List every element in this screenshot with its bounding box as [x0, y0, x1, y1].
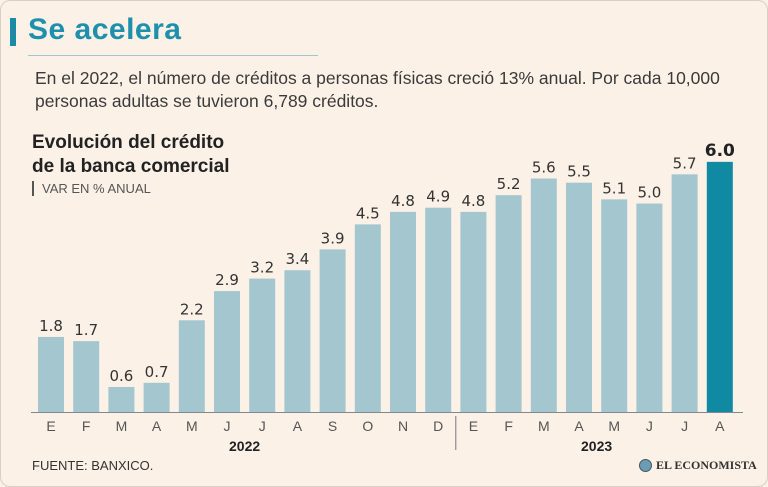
- chart-title-line-2: de la banca comercial: [32, 156, 230, 177]
- month-label-18: J: [681, 418, 688, 434]
- headline: Se acelera: [28, 13, 182, 46]
- bar-1: [73, 341, 100, 412]
- source-note: FUENTE: BANXICO.: [32, 458, 154, 473]
- bar-18: [671, 174, 698, 412]
- value-label-11: 4.9: [426, 188, 450, 206]
- value-label-14: 5.6: [532, 159, 556, 177]
- bar-14: [530, 178, 557, 412]
- month-label-7: A: [293, 418, 303, 434]
- bar-16: [601, 199, 628, 412]
- month-label-12: E: [469, 418, 478, 434]
- value-label-15: 5.5: [567, 163, 591, 181]
- value-label-7: 3.4: [285, 250, 309, 268]
- month-label-2: M: [116, 418, 128, 434]
- value-label-2: 0.6: [109, 367, 133, 385]
- bar-4: [178, 320, 205, 412]
- value-label-16: 5.1: [602, 179, 626, 197]
- bar-13: [495, 195, 522, 412]
- title-accent-bar: [10, 18, 16, 46]
- month-label-15: A: [574, 418, 584, 434]
- month-label-11: D: [433, 418, 443, 434]
- month-label-10: N: [398, 418, 408, 434]
- value-label-10: 4.8: [391, 192, 415, 210]
- value-label-9: 4.5: [356, 204, 380, 222]
- value-label-13: 5.2: [497, 175, 521, 193]
- bar-9: [354, 224, 381, 412]
- bar-12: [460, 211, 487, 412]
- bar-15: [566, 182, 592, 412]
- value-label-1: 1.7: [74, 321, 98, 339]
- bar-8: [319, 249, 346, 412]
- month-label-14: M: [538, 418, 550, 434]
- month-label-1: F: [82, 418, 91, 434]
- month-label-3: A: [152, 418, 162, 434]
- value-label-0: 1.8: [39, 317, 63, 335]
- value-label-5: 2.9: [215, 271, 239, 289]
- headline-divider: [28, 55, 318, 56]
- month-label-4: M: [186, 418, 198, 434]
- bar-5: [214, 291, 240, 412]
- chart-title-line-1: Evolución del crédito: [32, 132, 225, 153]
- chart-title: Evolución del crédito de la banca comerc…: [32, 131, 230, 179]
- month-label-19: A: [715, 418, 725, 434]
- month-label-8: S: [328, 418, 337, 434]
- bar-0: [38, 336, 64, 412]
- month-label-13: F: [504, 418, 513, 434]
- globe-icon: [639, 459, 652, 472]
- month-label-0: E: [46, 418, 55, 434]
- bar-6: [249, 278, 276, 412]
- chart-subtitle: VAR EN % ANUAL: [32, 181, 151, 196]
- month-label-17: J: [646, 418, 653, 434]
- value-label-12: 4.8: [461, 192, 485, 210]
- month-label-6: J: [259, 418, 266, 434]
- bar-10: [390, 211, 416, 412]
- year-label-2022: 2022: [229, 438, 260, 454]
- value-label-19: 6.0: [705, 141, 735, 161]
- value-label-18: 5.7: [673, 154, 697, 172]
- intro-text: En el 2022, el número de créditos a pers…: [35, 68, 720, 111]
- value-label-8: 3.9: [321, 229, 345, 247]
- bar-11: [425, 207, 452, 412]
- bar-17: [636, 203, 663, 412]
- publisher-name: EL ECONOMISTA: [656, 458, 757, 472]
- month-label-16: M: [608, 418, 620, 434]
- year-label-2023: 2023: [581, 438, 612, 454]
- month-label-5: J: [224, 418, 231, 434]
- bar-2: [108, 386, 135, 412]
- value-label-17: 5.0: [637, 184, 661, 202]
- bar-19: [706, 161, 733, 412]
- publisher-logo: EL ECONOMISTA: [639, 458, 757, 473]
- value-label-3: 0.7: [145, 363, 169, 381]
- month-label-9: O: [362, 418, 373, 434]
- bar-7: [284, 270, 311, 412]
- bar-3: [143, 382, 170, 412]
- value-label-6: 3.2: [250, 259, 274, 277]
- value-label-4: 2.2: [180, 300, 204, 318]
